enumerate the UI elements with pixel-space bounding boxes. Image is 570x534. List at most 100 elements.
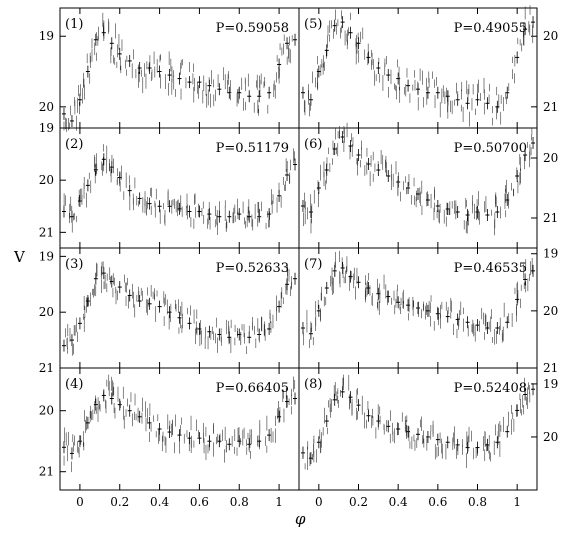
data-point: [475, 319, 480, 332]
panel-1: 19 20 (1) P=0.59058: [39, 7, 300, 132]
data-point: [485, 209, 490, 221]
panel-label: (3): [65, 257, 83, 272]
data-point: [61, 441, 66, 454]
panel-label: (4): [65, 377, 83, 392]
x-tick-label: 0: [76, 495, 84, 509]
data-point: [425, 194, 430, 206]
data-point: [475, 441, 480, 454]
data-point: [406, 299, 411, 312]
data-point: [237, 208, 242, 221]
period-label: P=0.52408: [454, 381, 527, 396]
data-point: [77, 93, 82, 106]
data-point: [332, 143, 337, 155]
data-point: [285, 278, 290, 291]
data-point: [293, 158, 298, 171]
data-point: [376, 415, 381, 428]
data-point: [465, 441, 470, 454]
data-point: [396, 296, 401, 309]
data-point: [187, 205, 192, 218]
data-point: [455, 206, 460, 218]
data-point: [247, 210, 252, 223]
data-point: [101, 153, 106, 166]
data-point: [137, 192, 142, 205]
period-label: P=0.52633: [216, 261, 289, 276]
data-point: [127, 404, 132, 417]
data-point: [207, 79, 212, 92]
data-point: [285, 37, 290, 50]
data-point: [406, 182, 411, 194]
data-point: [340, 262, 345, 274]
data-point: [247, 90, 252, 103]
panel-8: 19 20 (8) P=0.52408: [298, 367, 558, 491]
y-tick-label: 21: [39, 225, 54, 239]
data-point: [445, 436, 450, 449]
period-label: P=0.46535: [454, 261, 527, 276]
data-point: [237, 86, 242, 99]
data-point: [386, 420, 391, 433]
panel-4: 20 21 (6) P=0.50700: [298, 122, 558, 249]
data-point: [217, 83, 222, 96]
data-point: [137, 295, 142, 308]
data-point: [495, 206, 500, 218]
data-point: [69, 334, 74, 347]
data-point: [93, 33, 98, 46]
data-point: [147, 297, 152, 310]
data-point: [376, 62, 381, 74]
data-point: [324, 282, 329, 294]
data-point: [85, 65, 90, 78]
data-point: [101, 389, 106, 402]
data-point: [356, 37, 361, 50]
data-point: [197, 205, 202, 218]
x-tick-label: 1: [513, 495, 521, 509]
period-label: P=0.51179: [216, 141, 289, 156]
data-point: [267, 322, 272, 335]
data-point: [167, 200, 172, 213]
data-point: [308, 93, 313, 106]
data-point: [386, 290, 391, 303]
data-point: [406, 425, 411, 438]
data-point: [340, 16, 345, 29]
data-point: [348, 140, 353, 152]
data-point: [465, 316, 470, 329]
data-point: [435, 307, 440, 320]
data-point: [61, 339, 66, 352]
data-point: [277, 410, 282, 423]
data-point: [324, 164, 329, 176]
data-point: [217, 435, 222, 448]
data-point: [197, 432, 202, 445]
data-point: [101, 267, 106, 280]
data-point: [485, 322, 490, 334]
y-tick-label: 19: [39, 249, 54, 263]
data-point: [267, 86, 272, 99]
y-tick-label: 20: [39, 404, 54, 418]
data-point: [366, 51, 371, 64]
data-point: [495, 322, 500, 334]
data-point: [435, 86, 440, 99]
y-tick-label: 20: [39, 173, 54, 187]
data-point: [117, 47, 122, 60]
data-point: [531, 264, 536, 277]
data-point: [277, 58, 282, 71]
data-point: [93, 398, 98, 411]
data-point: [267, 208, 272, 221]
y-tick-label: 19: [39, 121, 54, 135]
period-label: P=0.59058: [216, 21, 289, 36]
data-point: [167, 306, 172, 319]
data-point: [416, 188, 420, 200]
data-point: [465, 97, 470, 110]
data-point: [445, 90, 450, 103]
data-point: [416, 428, 420, 441]
data-point: [257, 435, 262, 448]
x-tick-label: 0.4: [150, 495, 169, 509]
data-point: [455, 313, 460, 326]
data-point: [505, 425, 510, 438]
data-point: [416, 83, 420, 96]
data-point: [316, 182, 321, 194]
panel-2: 20 21 (5) P=0.49055: [298, 5, 558, 129]
data-point: [77, 317, 82, 330]
period-label: P=0.50700: [454, 141, 527, 156]
data-point: [127, 54, 132, 67]
data-point: [267, 429, 272, 442]
data-point: [435, 433, 440, 446]
data-point: [495, 436, 500, 449]
